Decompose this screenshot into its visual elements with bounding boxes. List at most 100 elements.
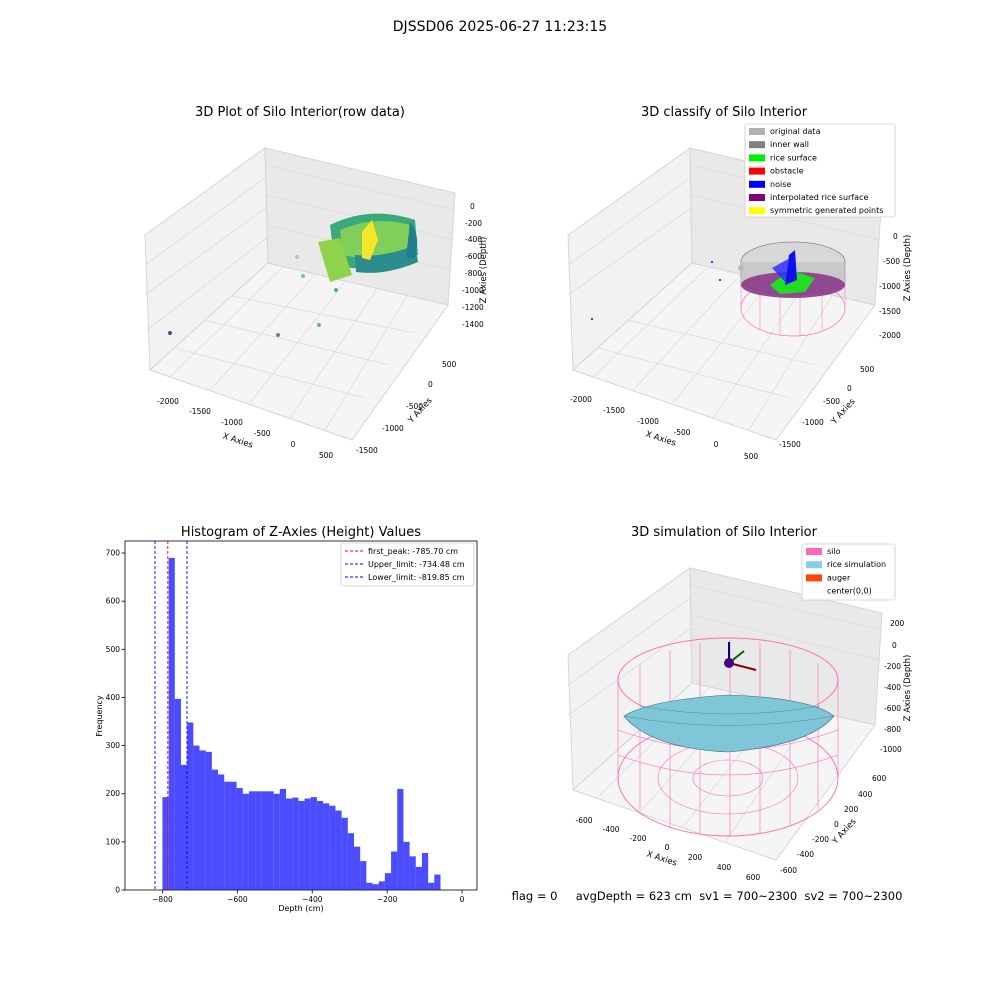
classify-legend-swatch (749, 167, 765, 175)
x-tick-label: −400 (302, 895, 323, 904)
raw-z-ticks: 0 -200 -400 -600 -800 -1000 -1200 -1400 (462, 202, 484, 329)
tick-label: -1000 (637, 417, 659, 426)
histogram-bar (397, 788, 404, 890)
histogram-bar (360, 861, 367, 890)
tick-label: -800 (465, 269, 482, 278)
x-tick-label: −800 (152, 895, 173, 904)
classify-z-ticks: 0 -500 -1000 -1500 -2000 (879, 232, 901, 340)
tick-label: 0 (892, 641, 897, 650)
sim-x-ticks: -600 -400 -200 0 200 400 600 (575, 816, 760, 882)
tick-label: -1000 (880, 745, 902, 754)
figure-title: DJSSD06 2025-06-27 11:23:15 (393, 19, 607, 35)
panel-classify-3d: 3D classify of Silo Interior (567, 105, 913, 461)
classify-legend-swatch (749, 141, 765, 149)
tick-label: 600 (746, 873, 761, 882)
tick-label: 200 (844, 805, 859, 814)
histogram-bar (292, 797, 299, 890)
tick-label: -500 (673, 428, 690, 437)
tick-label: -1000 (221, 418, 243, 427)
histogram-bar (341, 817, 348, 890)
y-axis-label: Frequency (95, 695, 104, 737)
histogram-bar (403, 841, 410, 890)
tick-label: -1500 (189, 407, 211, 416)
classify-y-ticks: 500 0 -500 -1000 -1500 (779, 365, 875, 449)
histogram-bar (218, 774, 225, 890)
histogram-bar (384, 873, 392, 890)
sim-legend-swatch (806, 574, 822, 582)
sim-legend-label: auger (827, 573, 851, 582)
histogram-bar (335, 810, 342, 890)
classify-z-label: Z Axies (Depth) (903, 235, 913, 302)
tick-label: -500 (253, 429, 270, 438)
histogram-bar (378, 881, 385, 890)
tick-label: -1000 (462, 286, 484, 295)
raw-y-ticks: 500 0 -500 -1000 -1500 (356, 360, 457, 455)
classify-legend-label: interpolated rice surface (770, 193, 868, 202)
tick-label: 600 (872, 774, 887, 783)
histogram-bar (372, 884, 379, 890)
tick-label: 500 (319, 451, 334, 460)
histogram-bar (242, 793, 249, 890)
classify-legend-swatch (749, 128, 765, 135)
sim-legend-swatch (806, 587, 822, 595)
classify-legend: original data inner wall rice surface obsta… (744, 123, 896, 218)
histogram-bar (187, 722, 194, 890)
tick-label: -1200 (462, 303, 484, 312)
raw-x-label: X Axies (221, 431, 254, 450)
legend-label: first_peak: -785.70 cm (368, 547, 458, 556)
y-tick-label: 200 (106, 789, 121, 798)
sim-legend: silo rice simulation auger center(0,0) (801, 543, 896, 601)
panel-histogram: Histogram of Z-Axies (Height) Values −80… (95, 525, 478, 913)
histogram-bar (329, 805, 336, 890)
panel-sim-title: 3D simulation of Silo Interior (631, 525, 818, 540)
tick-label: -200 (629, 834, 646, 843)
tick-label: 0 (847, 384, 852, 393)
histogram-bar (298, 800, 305, 890)
sim-legend-label: silo (827, 547, 841, 556)
histogram-bar (168, 557, 175, 890)
x-tick-label: −600 (227, 895, 248, 904)
sim-z-ticks: 200 0 -200 -400 -600 -800 -1000 (880, 619, 905, 754)
histogram-bar (286, 798, 293, 890)
y-tick-label: 300 (106, 741, 121, 750)
histogram-bars (162, 557, 441, 890)
tick-label: -400 (602, 825, 619, 834)
tick-label: 500 (860, 365, 875, 374)
sim-z-label: Z Axies (Depth) (903, 655, 913, 722)
tick-label: 400 (858, 790, 873, 799)
tick-label: 0 (665, 843, 670, 852)
classify-legend-label: original data (770, 127, 821, 136)
tick-label: -600 (780, 866, 797, 875)
y-tick-label: 600 (106, 597, 121, 606)
tick-label: -200 (465, 219, 482, 228)
classify-legend-swatch (749, 180, 765, 188)
classify-legend-swatch (749, 194, 765, 201)
tick-label: -200 (884, 662, 901, 671)
sim-silo-and-rice (617, 637, 839, 837)
tick-label: -1000 (382, 424, 404, 433)
tick-label: 500 (744, 452, 759, 461)
histogram-bar (273, 793, 280, 890)
sim-y-ticks: 600 400 200 0 -200 -400 -600 (780, 774, 887, 875)
tick-label: -1500 (879, 307, 901, 316)
histogram-bar (261, 791, 268, 890)
tick-label: -400 (797, 850, 814, 859)
tick-label: 0 (834, 820, 839, 829)
histogram-bar (428, 882, 435, 890)
y-tick-label: 500 (106, 645, 121, 654)
panel-raw-3d: 3D Plot of Silo Interior(row data) (144, 105, 489, 460)
status-footer: flag = 0 avgDepth = 623 cm sv1 = 700~230… (512, 889, 903, 903)
classify-legend-label: rice surface (770, 153, 817, 162)
sim-legend-label: center(0,0) (827, 587, 872, 596)
tick-label: -400 (884, 683, 901, 692)
tick-label: -1500 (779, 440, 801, 449)
x-axis-ticks: −800 −600 −400 −200 0 (152, 890, 465, 904)
histogram-bar (310, 797, 317, 890)
raw-x-ticks: -2000 -1500 -1000 -500 0 500 (157, 397, 333, 460)
classify-legend-swatch (749, 207, 765, 215)
tick-label: -500 (823, 397, 840, 406)
tick-label: -600 (884, 704, 901, 713)
histogram-bar (409, 856, 416, 890)
histogram-bar (421, 852, 429, 890)
histogram-bar (353, 846, 361, 890)
